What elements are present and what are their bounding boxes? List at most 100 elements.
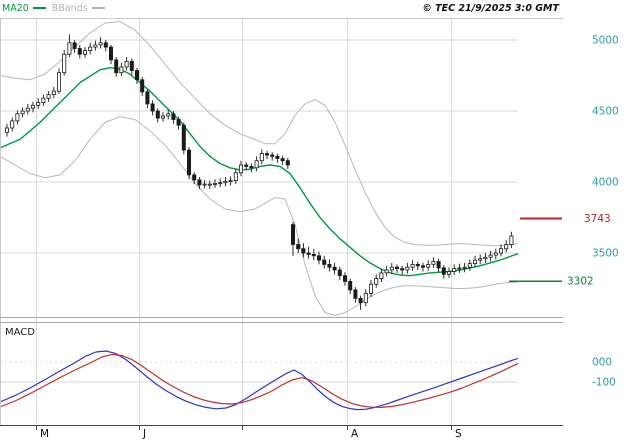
candle-body — [410, 263, 415, 268]
candle-body — [160, 115, 165, 119]
level-label: 3743 — [584, 213, 611, 225]
candle-body — [212, 182, 217, 185]
macd-panel-label: MACD — [5, 327, 35, 338]
candle-body — [363, 293, 368, 304]
candle-body — [109, 46, 114, 61]
candle-body — [327, 263, 332, 268]
macd-line — [0, 350, 519, 411]
month-label: M — [40, 428, 49, 440]
candle-body — [400, 268, 405, 271]
candle-body — [426, 263, 431, 268]
candle-body — [316, 255, 321, 261]
candle-body — [311, 253, 316, 257]
bbands-legend-line — [91, 6, 105, 9]
ma20-line — [0, 67, 519, 277]
level-label: 3302 — [567, 276, 594, 288]
candle-body — [83, 50, 88, 55]
candle-body — [472, 259, 477, 265]
candle-body — [290, 224, 295, 245]
candle-body — [150, 103, 155, 112]
candle-body — [134, 70, 139, 81]
candle-body — [176, 119, 181, 126]
candle-body — [394, 266, 399, 270]
copyright-text: © TEC 21/9/2025 3:0 GMT — [422, 3, 559, 14]
candle-body — [457, 267, 462, 270]
candle-body — [452, 268, 457, 272]
candle-body — [431, 261, 436, 265]
candle-body — [129, 60, 134, 71]
candle-body — [140, 79, 145, 93]
candle-body — [389, 266, 394, 271]
macd-tick-label: 000 — [592, 357, 612, 369]
candle-body — [46, 94, 51, 99]
candle-body — [155, 110, 160, 119]
macd-tick-label: -100 — [592, 377, 616, 389]
price-tick-label: 4000 — [592, 177, 619, 189]
candle-body — [20, 110, 25, 115]
price-tick-label: 3500 — [592, 248, 619, 260]
candle-body — [166, 113, 171, 117]
candle-body — [322, 259, 327, 265]
candle-body — [384, 269, 389, 274]
candle-body — [218, 182, 223, 185]
candle-body — [67, 42, 72, 55]
month-label: A — [351, 428, 359, 440]
candle-body — [57, 72, 62, 92]
month-label: J — [142, 428, 146, 440]
candle-body — [98, 42, 103, 46]
candle-body — [5, 127, 10, 133]
candle-body — [264, 153, 269, 156]
bollinger-upper-line — [0, 21, 519, 247]
candle-body — [509, 235, 514, 245]
candle-body — [25, 107, 30, 112]
candle-body — [467, 263, 472, 268]
candle-body — [436, 261, 441, 269]
candle-body — [504, 244, 509, 250]
candle-body — [197, 179, 202, 186]
candle-body — [181, 124, 186, 151]
candle-body — [493, 252, 498, 256]
candle-body — [337, 269, 342, 277]
candle-body — [358, 297, 363, 304]
candle-body — [186, 149, 191, 176]
ma20-legend-line — [32, 6, 46, 9]
candle-body — [259, 153, 264, 162]
month-label: S — [455, 428, 462, 440]
candle-body — [270, 154, 275, 157]
candle-body — [93, 44, 98, 48]
candle-body — [72, 42, 77, 49]
candle-body — [254, 160, 259, 169]
candle-body — [353, 289, 358, 299]
chart-legend: MA20 BBands — [2, 3, 111, 14]
candle-body — [15, 113, 20, 122]
candle-body — [124, 60, 129, 68]
candle-body — [207, 183, 212, 186]
candle-body — [119, 66, 124, 74]
ma20-legend-label: MA20 — [2, 3, 29, 14]
candle-body — [30, 104, 35, 109]
candle-body — [223, 180, 228, 184]
candle-body — [296, 244, 301, 250]
candle-body — [202, 183, 207, 186]
candle-body — [332, 266, 337, 271]
candle-body — [114, 59, 119, 74]
macd-signal-line — [0, 353, 519, 408]
candle-body — [420, 265, 425, 268]
candle-body — [77, 48, 82, 55]
candle-body — [88, 46, 93, 51]
candle-body — [483, 256, 488, 260]
candle-body — [348, 280, 353, 291]
candle-body — [192, 174, 197, 181]
candle-body — [441, 267, 446, 275]
candle-body — [275, 155, 280, 159]
candle-body — [51, 90, 56, 95]
candle-body — [306, 252, 311, 255]
candle-body — [498, 248, 503, 254]
price-tick-label: 4500 — [592, 106, 619, 118]
candle-body — [342, 275, 347, 282]
candle-body — [285, 160, 290, 166]
candle-body — [228, 180, 233, 183]
candle-body — [36, 102, 41, 106]
